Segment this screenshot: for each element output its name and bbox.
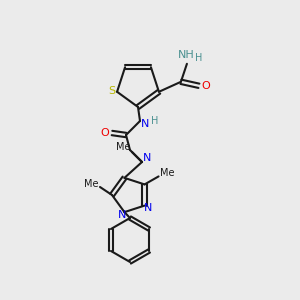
Text: S: S [109, 86, 116, 96]
Text: H: H [151, 116, 159, 126]
Text: N: N [118, 210, 127, 220]
Text: H: H [195, 53, 203, 63]
Text: N: N [143, 153, 151, 163]
Text: O: O [202, 81, 210, 91]
Text: N: N [144, 202, 153, 213]
Text: NH: NH [178, 50, 194, 60]
Text: Me: Me [116, 142, 130, 152]
Text: N: N [141, 119, 149, 129]
Text: Me: Me [160, 168, 175, 178]
Text: O: O [100, 128, 109, 138]
Text: Me: Me [84, 179, 98, 189]
